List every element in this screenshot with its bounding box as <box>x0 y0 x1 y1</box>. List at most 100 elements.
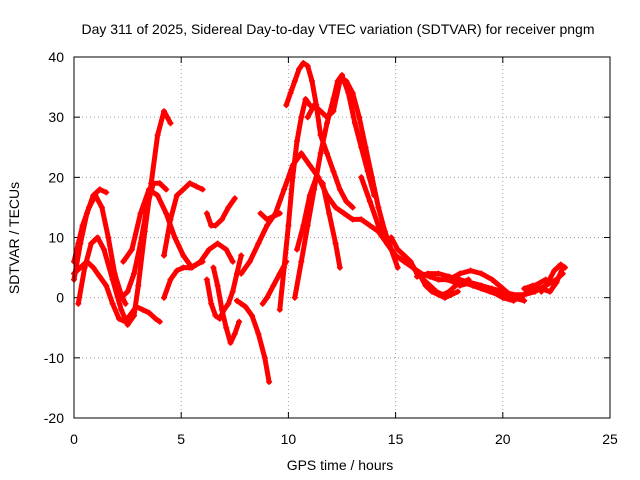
data-point <box>557 261 564 268</box>
data-point <box>302 96 309 103</box>
data-point <box>77 264 84 271</box>
data-point <box>478 282 485 289</box>
data-point <box>161 252 167 259</box>
data-point <box>180 186 187 193</box>
data-point <box>105 234 112 241</box>
data-point <box>86 204 92 211</box>
data-point <box>83 258 90 265</box>
x-tick-label: 0 <box>70 431 78 447</box>
data-point <box>109 300 116 307</box>
data-point <box>124 288 131 295</box>
y-axis-label: SDTVAR / TECUs <box>6 182 22 294</box>
x-tick-label: 15 <box>388 431 404 447</box>
data-point <box>156 318 163 325</box>
data-point <box>75 300 82 307</box>
data-point <box>394 264 401 271</box>
data-point <box>349 90 356 97</box>
data-point <box>163 186 170 193</box>
data-point <box>171 234 178 241</box>
data-point <box>499 294 506 301</box>
data-point <box>180 264 187 271</box>
data-point <box>264 216 270 223</box>
data-point <box>255 240 262 247</box>
data-point <box>214 282 221 289</box>
data-point <box>521 297 528 304</box>
data-point <box>154 132 161 139</box>
y-axis: -20 -10 0 10 20 30 40 <box>44 49 610 426</box>
series-s11 <box>210 264 243 346</box>
data-point <box>206 246 213 253</box>
data-point <box>446 276 453 283</box>
series-trace <box>258 210 283 222</box>
data-point <box>547 288 553 295</box>
data-point <box>324 120 330 127</box>
data-point <box>424 270 431 277</box>
data-point <box>203 210 210 217</box>
y-tick-label: -20 <box>44 410 64 426</box>
series-s19 <box>304 78 401 271</box>
data-point <box>300 222 307 229</box>
data-point <box>135 282 142 289</box>
data-point <box>270 282 277 289</box>
data-point <box>336 78 343 85</box>
data-point <box>161 108 167 115</box>
data-point <box>538 288 545 295</box>
series-s9 <box>203 195 238 229</box>
data-point <box>231 195 238 202</box>
data-point <box>309 78 315 85</box>
data-point <box>238 270 245 277</box>
series-s23 <box>403 258 461 301</box>
x-tick-label: 20 <box>495 431 511 447</box>
data-point <box>139 306 146 313</box>
data-point <box>236 318 243 325</box>
data-point <box>317 108 324 115</box>
data-point <box>375 222 382 229</box>
data-point <box>143 204 150 211</box>
plot-series <box>71 60 568 385</box>
series-s28 <box>538 261 568 295</box>
series-trace <box>294 174 343 271</box>
data-point <box>126 312 133 319</box>
data-point <box>529 282 536 289</box>
data-point <box>319 180 326 187</box>
data-point <box>392 252 399 259</box>
data-point <box>156 180 163 187</box>
data-point <box>332 204 339 211</box>
plot-frame <box>73 56 611 419</box>
data-point <box>92 192 99 199</box>
y-tick-label: 30 <box>48 109 64 125</box>
series-s5 <box>120 186 236 271</box>
data-point <box>173 267 180 274</box>
data-point <box>90 264 97 271</box>
data-point <box>131 270 137 277</box>
data-point <box>283 102 290 109</box>
data-point <box>225 204 232 211</box>
data-point <box>238 252 245 259</box>
data-point <box>223 324 230 331</box>
data-point <box>161 294 167 301</box>
data-point <box>435 270 442 277</box>
data-point <box>366 222 373 229</box>
data-point <box>261 354 268 361</box>
data-point <box>521 291 528 298</box>
data-point <box>388 234 395 241</box>
x-tick-label: 25 <box>602 431 618 447</box>
data-point <box>266 378 273 385</box>
data-point <box>304 114 311 121</box>
data-point <box>336 186 343 193</box>
series-trace <box>234 298 272 385</box>
data-point <box>562 264 568 271</box>
data-point <box>281 264 288 271</box>
data-point <box>366 198 373 205</box>
data-point <box>306 162 313 169</box>
data-point <box>448 291 455 298</box>
data-point <box>103 282 110 289</box>
data-point <box>154 192 161 199</box>
data-point <box>227 339 234 346</box>
data-point <box>499 285 506 292</box>
data-point <box>118 294 125 301</box>
chart-title: Day 311 of 2025, Sidereal Day-to-day VTE… <box>81 21 594 37</box>
data-point <box>276 306 283 313</box>
data-point <box>343 198 350 205</box>
data-point <box>489 288 496 295</box>
